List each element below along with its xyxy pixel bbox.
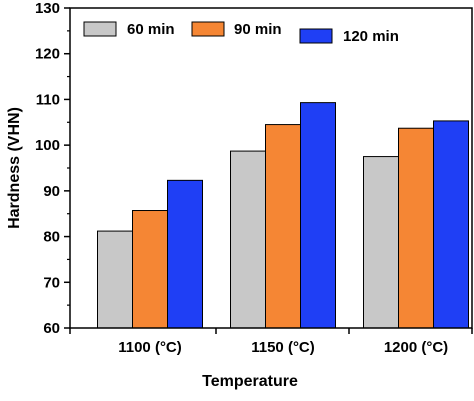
bar-90-min-1 bbox=[265, 124, 301, 329]
x-tick-label: 1200 (°C) bbox=[384, 339, 448, 356]
x-tick-label: 1100 (°C) bbox=[118, 339, 182, 356]
legend-label-90-min: 90 min bbox=[234, 21, 282, 38]
x-tick-label: 1150 (°C) bbox=[251, 339, 315, 356]
y-tick-label: 110 bbox=[36, 91, 60, 108]
bar-120-min-2 bbox=[433, 120, 469, 329]
y-tick-label: 120 bbox=[35, 46, 60, 63]
bar-120-min-0 bbox=[167, 179, 203, 329]
y-tick-label: 60 bbox=[43, 320, 60, 337]
bar-90-min-0 bbox=[132, 210, 168, 329]
legend-swatch-120-min bbox=[299, 28, 333, 44]
bar-60-min-1 bbox=[230, 150, 266, 329]
bar-60-min-2 bbox=[363, 156, 399, 329]
bar-120-min-1 bbox=[300, 102, 336, 329]
plot-frame bbox=[69, 7, 473, 329]
y-tick-label: 130 bbox=[35, 0, 60, 17]
bar-90-min-2 bbox=[398, 127, 434, 329]
legend-label-60-min: 60 min bbox=[127, 21, 175, 38]
plot-area: 60 70 80 90 100 110 120 130 1100 (°C) 1150 (°C) 12… bbox=[35, 0, 473, 356]
bar-60-min-0 bbox=[97, 230, 133, 329]
y-axis-title: Hardness (VHN) bbox=[6, 107, 23, 229]
y-tick-label: 100 bbox=[35, 137, 60, 154]
legend-label-120-min: 120 min bbox=[343, 28, 399, 45]
legend-swatch-60-min bbox=[83, 21, 117, 37]
legend-swatch-90-min bbox=[191, 21, 225, 37]
y-tick-label: 80 bbox=[43, 229, 60, 246]
y-tick-label: 90 bbox=[43, 183, 60, 200]
y-tick-label: 70 bbox=[43, 274, 60, 291]
x-axis-title: Temperature bbox=[202, 373, 298, 390]
